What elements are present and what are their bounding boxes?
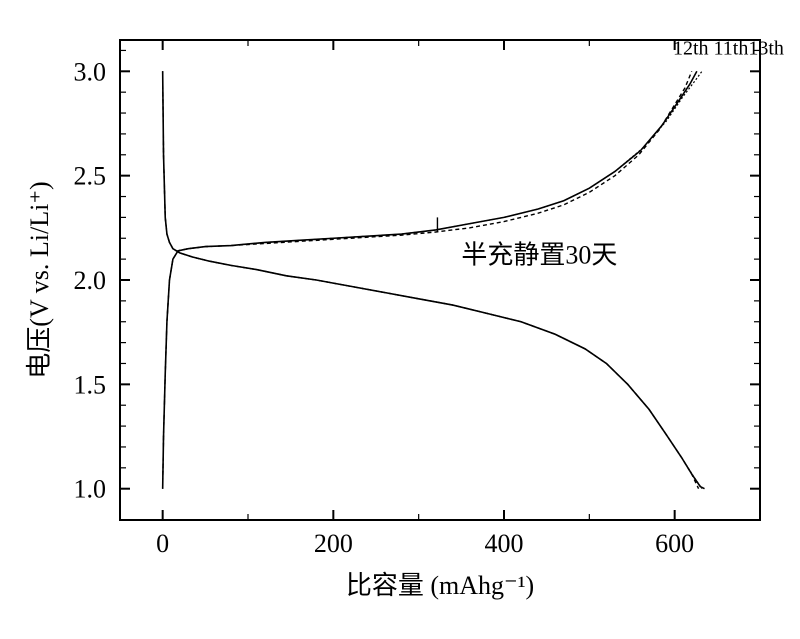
series-charge_13th (163, 71, 702, 488)
annotation-text: 半充静置30天 (461, 240, 617, 269)
series-discharge_13th (163, 71, 702, 488)
annotation-text: 12th 11th13th (673, 38, 784, 60)
y-tick-label: 3.0 (74, 57, 107, 86)
chart-svg: 0 200 400 600 比容量 (mAhg⁻¹) 1.0 1.5 2.0 2.5 3.0 电压(… (0, 0, 800, 639)
x-tick-label: 0 (156, 529, 169, 558)
series-charge_11th (163, 71, 697, 488)
voltage-capacity-chart: 0 200 400 600 比容量 (mAhg⁻¹) 1.0 1.5 2.0 2.5 3.0 电压(… (0, 0, 800, 639)
series-charge_12th (163, 71, 692, 488)
x-tick-label: 600 (655, 529, 694, 558)
plot-frame (120, 40, 760, 520)
y-tick-label: 2.5 (74, 162, 107, 191)
y-tick-label: 1.5 (74, 370, 107, 399)
x-axis-label: 比容量 (mAhg⁻¹) (346, 571, 534, 600)
x-tick-label: 200 (314, 529, 353, 558)
series-discharge_12th (163, 71, 699, 488)
y-axis-label: 电压(V vs. Li/Li⁺) (25, 181, 54, 378)
series-discharge_11th (163, 71, 705, 488)
y-tick-label: 1.0 (74, 475, 107, 504)
x-tick-label: 400 (485, 529, 524, 558)
y-tick-label: 2.0 (74, 266, 107, 295)
